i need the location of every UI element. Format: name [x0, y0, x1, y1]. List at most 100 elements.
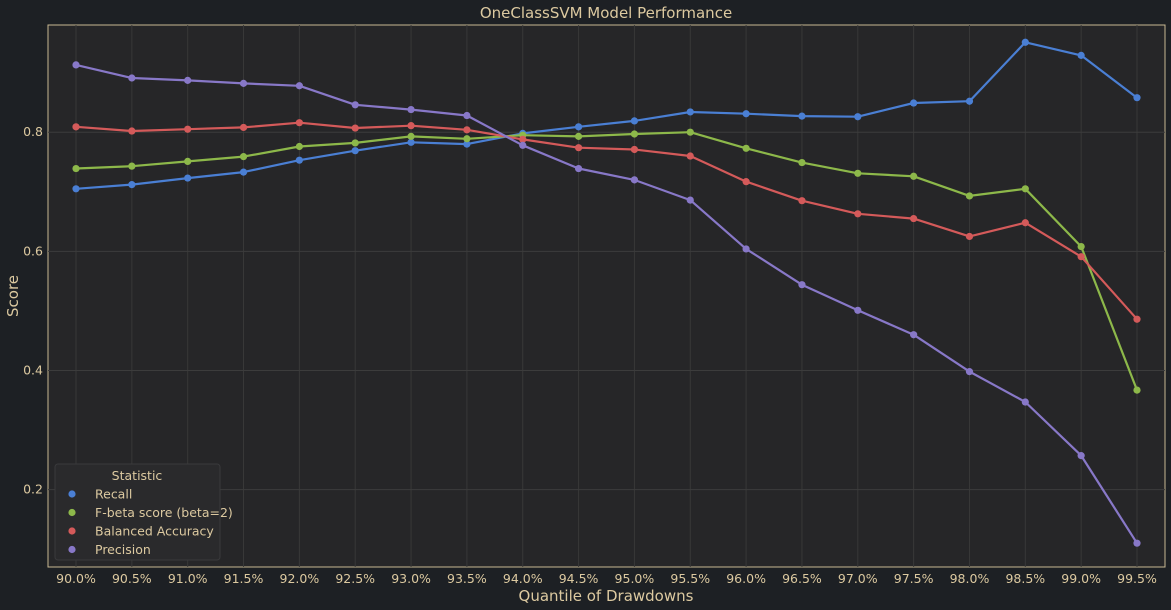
x-tick-label: 94.5%: [559, 571, 599, 586]
legend-box: [54, 463, 221, 561]
y-tick-label: 0.2: [23, 482, 43, 497]
data-point: [574, 144, 583, 152]
data-point: [128, 181, 136, 189]
data-point: [742, 144, 750, 152]
x-tick-label: 93.0%: [391, 571, 431, 586]
x-tick-label: 95.0%: [615, 571, 655, 586]
data-point: [463, 111, 471, 120]
data-point: [910, 172, 918, 180]
x-tick-label: 91.0%: [168, 571, 208, 586]
x-tick-label: 90.0%: [56, 571, 96, 586]
legend-label: Balanced Accuracy: [95, 524, 214, 539]
data-point: [128, 74, 136, 82]
legend-label: F-beta score (beta=2): [95, 505, 233, 520]
x-tick-label: 95.5%: [670, 571, 710, 586]
data-point: [295, 82, 303, 90]
legend: Statistic Recall F-beta score (beta=2) Bal…: [54, 463, 233, 561]
chart-title: OneClassSVM Model Performance: [480, 4, 732, 22]
data-point: [184, 76, 192, 84]
x-axis-label: Quantile of Drawdowns: [519, 587, 694, 605]
data-point: [798, 281, 806, 289]
data-point: [72, 164, 80, 173]
plot-area: [47, 24, 1166, 568]
data-point: [686, 196, 694, 204]
data-point: [519, 141, 527, 149]
data-point: [351, 147, 359, 155]
data-point: [128, 162, 136, 170]
x-tick-label: 98.0%: [950, 571, 990, 586]
data-point: [295, 119, 303, 127]
series-recall: [72, 38, 1141, 193]
data-point: [1133, 386, 1141, 394]
series-precision: [72, 61, 1141, 547]
data-point: [854, 306, 862, 314]
data-point: [1021, 185, 1029, 193]
data-point: [351, 101, 359, 109]
series-line: [75, 131, 1139, 391]
data-point: [742, 178, 750, 186]
data-point: [72, 123, 80, 131]
legend-marker: [68, 527, 76, 535]
y-tick-label: 0.8: [23, 124, 43, 139]
data-point: [630, 130, 639, 138]
y-tick-label: 0.4: [23, 362, 43, 377]
data-point: [295, 142, 303, 151]
data-point: [463, 140, 471, 148]
data-point: [184, 157, 192, 165]
x-tick-label: 97.0%: [838, 571, 878, 586]
data-point: [742, 245, 750, 253]
data-point: [407, 132, 415, 140]
data-point: [910, 331, 918, 339]
data-point: [463, 135, 471, 143]
x-tick-label: 97.5%: [894, 571, 934, 586]
x-tick-label: 94.0%: [503, 571, 543, 586]
legend-title: Statistic: [112, 468, 163, 483]
x-tick-label: 90.5%: [112, 571, 152, 586]
series-f-beta-score-beta-2-: [72, 128, 1141, 394]
data-point: [854, 169, 862, 177]
data-point: [630, 145, 639, 154]
data-point: [854, 113, 862, 121]
series-line: [75, 121, 1138, 320]
legend-marker: [68, 545, 76, 554]
x-tick-label: 99.5%: [1117, 571, 1157, 586]
data-point: [239, 79, 248, 87]
legend-label: Recall: [95, 487, 132, 502]
data-point: [407, 105, 415, 114]
data-point: [910, 214, 918, 223]
series-line: [75, 63, 1138, 544]
data-point: [798, 197, 806, 205]
data-point: [351, 124, 359, 132]
data-point: [1077, 452, 1085, 460]
data-point: [1077, 242, 1085, 251]
legend-marker: [68, 508, 76, 517]
x-tick-label: 92.5%: [335, 571, 375, 586]
data-point: [351, 139, 359, 147]
data-point: [407, 138, 415, 146]
y-axis-label: Score: [4, 275, 22, 317]
data-point: [1133, 315, 1141, 323]
data-point: [128, 127, 136, 135]
y-tick-labels: 0.2 0.4 0.6 0.8: [23, 124, 43, 496]
series-line: [75, 41, 1138, 190]
data-point: [239, 168, 248, 176]
data-point: [630, 117, 639, 125]
series-lines: [72, 38, 1141, 547]
data-point: [574, 132, 583, 140]
data-point: [1133, 539, 1141, 547]
x-tick-label: 92.0%: [280, 571, 320, 586]
data-point: [965, 368, 974, 376]
data-point: [463, 126, 471, 134]
data-point: [72, 185, 80, 193]
data-point: [574, 123, 583, 131]
data-point: [798, 158, 806, 167]
x-tick-label: 96.5%: [782, 571, 822, 586]
data-point: [407, 122, 415, 130]
series-balanced-accuracy: [72, 119, 1141, 323]
data-point: [574, 164, 583, 173]
data-point: [1077, 253, 1085, 261]
data-point: [1021, 219, 1029, 227]
data-point: [184, 174, 192, 182]
data-point: [184, 125, 192, 133]
